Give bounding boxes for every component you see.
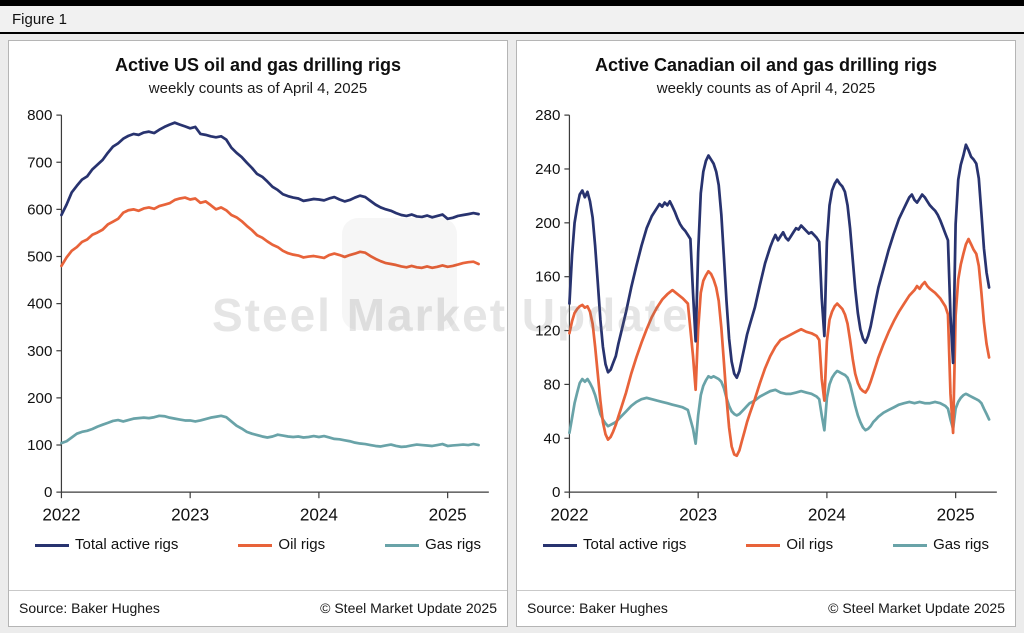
legend-item-oil-rigs: Oil rigs [238, 536, 325, 554]
x-tick-label: 2025 [937, 504, 975, 524]
y-tick-label: 40 [544, 430, 561, 447]
legend-line-swatch [238, 543, 273, 547]
copyright-text: © Steel Market Update 2025 [828, 600, 1005, 616]
canada-chart-subtitle: weekly counts as of April 4, 2025 [656, 79, 876, 97]
x-tick-label: 2023 [679, 504, 717, 524]
legend-line-swatch [35, 543, 69, 547]
top-black-bar [0, 0, 1024, 6]
y-tick-label: 500 [27, 248, 52, 265]
y-tick-label: 200 [27, 390, 52, 407]
y-tick-label: 280 [535, 107, 560, 124]
legend-label: Gas rigs [933, 536, 989, 554]
y-tick-label: 600 [27, 201, 52, 218]
legend-item-total-active-rigs: Total active rigs [543, 536, 686, 554]
x-tick-label: 2024 [300, 504, 339, 524]
series-line-gas-rigs [568, 369, 991, 445]
y-tick-label: 200 [535, 215, 560, 232]
y-tick-label: 400 [27, 295, 52, 312]
y-tick-label: 240 [535, 161, 560, 178]
series-line-total-active-rigs [60, 121, 480, 220]
legend-item-total-active-rigs: Total active rigs [35, 536, 178, 554]
legend-item-oil-rigs: Oil rigs [746, 536, 833, 554]
legend-item-gas-rigs: Gas rigs [893, 536, 989, 554]
legend-line-swatch [385, 543, 420, 547]
legend-line-swatch [893, 543, 928, 547]
series-line-total-active-rigs [568, 143, 991, 379]
series-line-oil-rigs [60, 195, 480, 269]
canada-rigs-panel: Active Canadian oil and gas drilling rig… [516, 40, 1016, 627]
y-tick-label: 80 [544, 376, 561, 393]
chart-panels: Active US oil and gas drilling rigs week… [0, 34, 1024, 633]
series-line-oil-rigs [568, 237, 991, 457]
us-chart-title: Active US oil and gas drilling rigs [114, 55, 402, 75]
x-tick-label: 2025 [429, 504, 467, 524]
canada-chart-title: Active Canadian oil and gas drilling rig… [594, 55, 938, 75]
figure-label-row: Figure 1 [0, 6, 1024, 34]
canada-chart-legend: Total active rigs Oil rigs Gas rigs [517, 536, 1015, 554]
series-line-gas-rigs [60, 414, 480, 448]
legend-line-swatch [746, 543, 781, 547]
legend-line-swatch [543, 543, 577, 547]
y-tick-label: 0 [44, 484, 52, 501]
legend-label: Total active rigs [583, 536, 687, 554]
y-tick-label: 100 [27, 437, 52, 454]
copyright-text: © Steel Market Update 2025 [320, 600, 497, 616]
x-tick-label: 2022 [550, 504, 588, 524]
x-tick-label: 2024 [808, 504, 847, 524]
canada-panel-footer: Source: Baker Hughes © Steel Market Upda… [517, 590, 1015, 626]
y-tick-label: 300 [27, 342, 52, 359]
chart-svg: 0 100 200 300 400 500 600 700 800 2022 2023 2024 202… [27, 107, 489, 524]
legend-label: Oil rigs [278, 536, 326, 554]
us-panel-footer: Source: Baker Hughes © Steel Market Upda… [9, 590, 507, 626]
canada-chart-plot: 0 40 80 120 160 200 240 280 2022 2023 2024 2025 [517, 101, 1015, 534]
source-text: Source: Baker Hughes [19, 600, 160, 616]
us-chart-plot: 0 100 200 300 400 500 600 700 800 2022 2023 2024 202… [9, 101, 507, 534]
x-tick-label: 2022 [42, 504, 80, 524]
legend-item-gas-rigs: Gas rigs [385, 536, 481, 554]
us-chart-legend: Total active rigs Oil rigs Gas rigs [9, 536, 507, 554]
legend-label: Oil rigs [786, 536, 834, 554]
chart-svg: 0 40 80 120 160 200 240 280 2022 2023 2024 2025 [535, 107, 997, 524]
source-text: Source: Baker Hughes [527, 600, 668, 616]
legend-label: Total active rigs [75, 536, 179, 554]
y-tick-label: 800 [27, 107, 52, 124]
y-tick-label: 160 [535, 268, 560, 285]
us-chart-subtitle: weekly counts as of April 4, 2025 [148, 79, 368, 97]
us-rigs-panel: Active US oil and gas drilling rigs week… [8, 40, 508, 627]
legend-label: Gas rigs [425, 536, 481, 554]
y-tick-label: 0 [552, 484, 560, 501]
x-tick-label: 2023 [171, 504, 209, 524]
figure-label: Figure 1 [12, 10, 68, 28]
y-tick-label: 700 [27, 154, 52, 171]
y-tick-label: 120 [535, 322, 560, 339]
